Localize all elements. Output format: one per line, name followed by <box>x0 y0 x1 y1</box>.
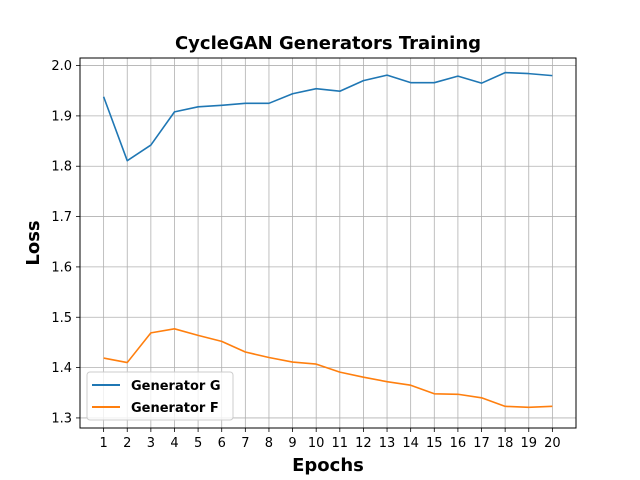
series-group <box>102 71 553 409</box>
y-tick-label: 1.7 <box>51 210 72 225</box>
y-tick-label: 1.5 <box>51 311 72 326</box>
y-tick-label: 1.8 <box>51 160 72 175</box>
grid-lines <box>80 58 576 428</box>
x-tick-label: 1 <box>99 436 107 451</box>
x-tick-label: 3 <box>147 436 155 451</box>
y-tick-label: 1.6 <box>51 260 72 275</box>
x-tick-label: 8 <box>265 436 273 451</box>
x-tick-label: 4 <box>170 436 178 451</box>
x-tick-label: 15 <box>426 436 443 451</box>
chart-title: CycleGAN Generators Training <box>175 33 481 54</box>
x-tick-label: 6 <box>218 436 226 451</box>
x-tick-label: 17 <box>473 436 490 451</box>
y-axis-ticks: 1.3 1.4 1.5 1.6 1.7 1.8 1.9 2.0 <box>51 59 80 426</box>
x-axis-label: Epochs <box>292 455 364 476</box>
y-axis-label: Loss <box>23 220 44 265</box>
x-tick-label: 14 <box>402 436 419 451</box>
x-tick-label: 20 <box>544 436 561 451</box>
x-tick-label: 9 <box>288 436 296 451</box>
series-line-generator-g <box>102 71 553 162</box>
x-tick-label: 16 <box>450 436 467 451</box>
y-tick-label: 1.9 <box>51 109 72 124</box>
legend: Generator G Generator F <box>86 371 234 421</box>
x-axis-ticks: 1 2 3 4 5 6 7 8 9 10 11 12 13 14 15 16 17 18 19 20 <box>99 428 561 451</box>
series-line-generator-f <box>103 328 553 409</box>
x-tick-label: 12 <box>355 436 372 451</box>
x-tick-label: 11 <box>332 436 349 451</box>
y-tick-label: 1.4 <box>51 361 72 376</box>
legend-label-generator-f: Generator F <box>131 401 219 416</box>
x-tick-label: 7 <box>241 436 249 451</box>
x-tick-label: 13 <box>379 436 396 451</box>
y-tick-label: 2.0 <box>51 59 72 74</box>
y-tick-label: 1.3 <box>51 411 72 426</box>
x-tick-label: 10 <box>308 436 325 451</box>
x-tick-label: 18 <box>497 436 514 451</box>
x-tick-label: 2 <box>123 436 131 451</box>
legend-box <box>86 371 234 421</box>
x-tick-label: 19 <box>520 436 537 451</box>
legend-label-generator-g: Generator G <box>131 379 221 394</box>
plot-area-frame <box>79 57 577 429</box>
x-tick-label: 5 <box>194 436 202 451</box>
